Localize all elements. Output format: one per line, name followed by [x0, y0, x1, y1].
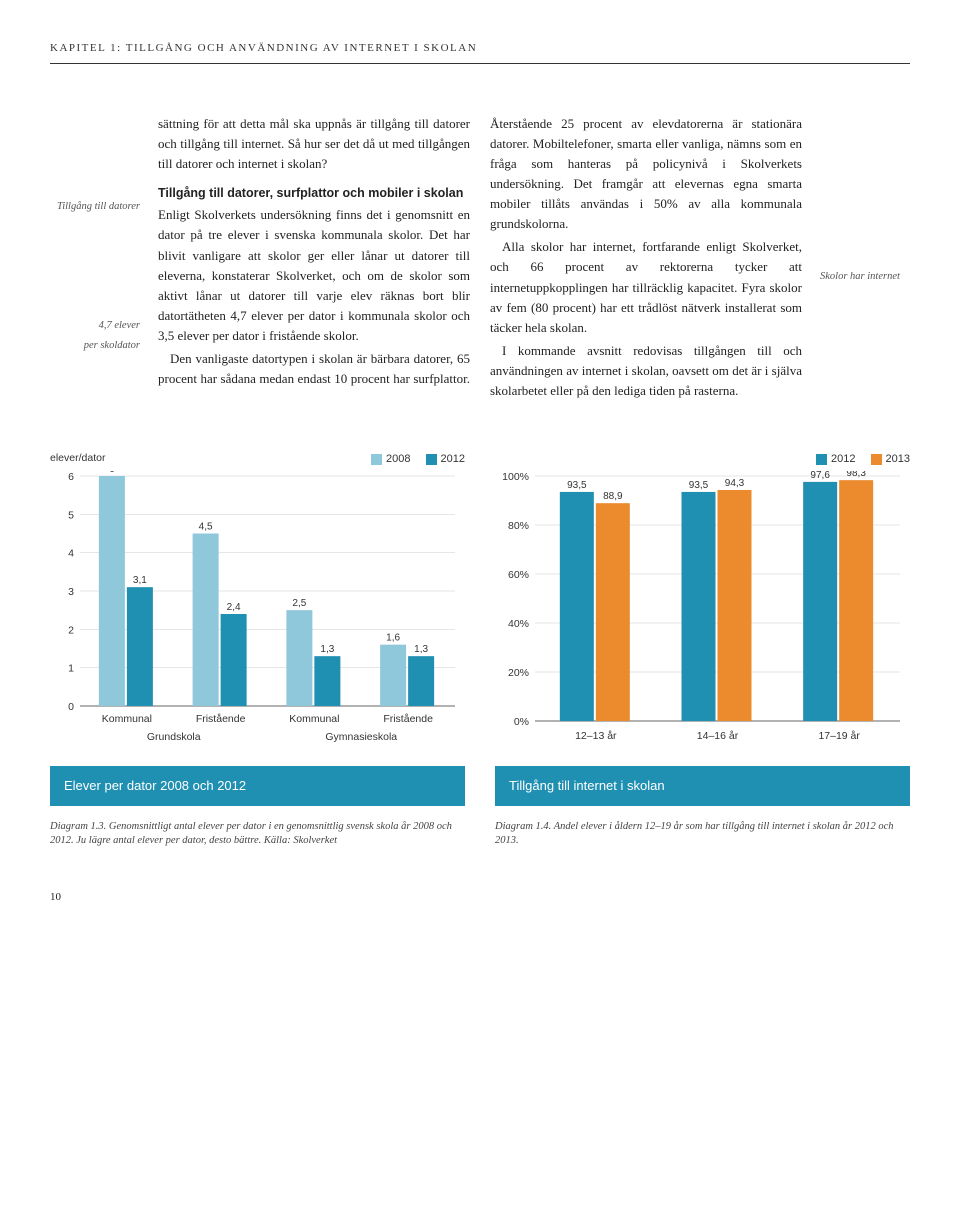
chart-caption: Diagram 1.3. Genomsnittligt antal elever… — [50, 820, 465, 849]
paragraph: Alla skolor har internet, fortfarande en… — [490, 237, 802, 338]
svg-text:94,3: 94,3 — [725, 478, 745, 489]
svg-text:12–13 år: 12–13 år — [575, 730, 617, 742]
margin-note: 4,7 elever — [50, 318, 140, 334]
paragraph: I kommande avsnitt redovisas tillgången … — [490, 341, 802, 401]
legend-label: 2012 — [441, 451, 465, 468]
svg-text:Kommunal: Kommunal — [289, 713, 339, 725]
svg-text:60%: 60% — [508, 569, 529, 581]
chart-title-bar: Elever per dator 2008 och 2012 — [50, 766, 465, 806]
margin-note: Tillgång till datorer — [50, 199, 140, 215]
svg-text:2,4: 2,4 — [227, 602, 241, 613]
svg-text:2,5: 2,5 — [292, 598, 306, 609]
svg-text:6: 6 — [109, 471, 115, 475]
chart-legend: 2008 2012 — [359, 451, 465, 470]
svg-text:80%: 80% — [508, 520, 529, 532]
svg-text:0: 0 — [68, 701, 74, 713]
svg-text:0%: 0% — [514, 716, 529, 728]
text-columns: sättning för att detta mål ska uppnås är… — [158, 114, 802, 402]
svg-text:1,3: 1,3 — [414, 644, 428, 655]
margin-note: per skoldator — [50, 338, 140, 354]
legend-swatch — [871, 454, 882, 465]
svg-text:97,6: 97,6 — [810, 471, 830, 481]
legend-swatch — [426, 454, 437, 465]
legend-label: 2013 — [886, 451, 910, 468]
chapter-header: kapitel 1: tillgång och användning av in… — [50, 40, 910, 64]
svg-text:Fristående: Fristående — [196, 713, 246, 725]
svg-text:6: 6 — [68, 471, 74, 483]
bar-chart-svg: 0 1 2 3 4 5 6 6 3,1 Kommunal 4,5 2,4 Fristående 2,5 1,… — [50, 471, 460, 751]
svg-text:17–19 år: 17–19 år — [818, 730, 860, 742]
body-text-area: Tillgång till datorer 4,7 elever per sko… — [50, 114, 910, 402]
svg-text:Fristående: Fristående — [383, 713, 433, 725]
chart-2: 2012 2013 0% 20% 40% 60% 80% 100% 93,5 88,9 12–1… — [495, 451, 910, 849]
svg-text:93,5: 93,5 — [567, 480, 587, 491]
svg-text:Gymnasieskola: Gymnasieskola — [325, 731, 397, 743]
svg-text:4: 4 — [68, 547, 74, 559]
chart-1: elever/dator 2008 2012 0 1 2 3 4 5 6 6 3,1 Kommun… — [50, 451, 465, 849]
page-number: 10 — [50, 889, 910, 906]
svg-text:4,5: 4,5 — [199, 521, 213, 532]
y-axis-title: elever/dator — [50, 451, 105, 467]
svg-text:93,5: 93,5 — [689, 480, 709, 491]
svg-text:40%: 40% — [508, 618, 529, 630]
legend-swatch — [371, 454, 382, 465]
svg-text:1: 1 — [68, 662, 74, 674]
subheading: Tillgång till datorer, surfplattor och m… — [158, 184, 470, 203]
margin-note: Skolor har internet — [820, 269, 910, 285]
legend-label: 2012 — [831, 451, 855, 468]
svg-text:20%: 20% — [508, 667, 529, 679]
margin-notes-left: Tillgång till datorer 4,7 elever per sko… — [50, 114, 140, 402]
svg-text:14–16 år: 14–16 år — [697, 730, 739, 742]
svg-text:Kommunal: Kommunal — [102, 713, 152, 725]
svg-text:100%: 100% — [502, 471, 529, 483]
svg-text:98,3: 98,3 — [846, 471, 866, 479]
margin-notes-right: Skolor har internet — [820, 114, 910, 402]
legend-label: 2008 — [386, 451, 410, 468]
svg-text:5: 5 — [68, 509, 74, 521]
paragraph: sättning för att detta mål ska uppnås är… — [158, 114, 470, 174]
chart-title-bar: Tillgång till internet i skolan — [495, 766, 910, 806]
legend-swatch — [816, 454, 827, 465]
svg-text:2: 2 — [68, 624, 74, 636]
svg-text:Grundskola: Grundskola — [147, 731, 201, 743]
svg-text:88,9: 88,9 — [603, 491, 623, 502]
paragraph: Enligt Skolverkets undersökning finns de… — [158, 205, 470, 346]
svg-text:3: 3 — [68, 586, 74, 598]
chart-caption: Diagram 1.4. Andel elever i åldern 12–19… — [495, 820, 910, 849]
svg-text:3,1: 3,1 — [133, 575, 147, 586]
svg-text:1,6: 1,6 — [386, 632, 400, 643]
charts-row: elever/dator 2008 2012 0 1 2 3 4 5 6 6 3,1 Kommun… — [50, 451, 910, 849]
bar-chart-svg: 0% 20% 40% 60% 80% 100% 93,5 88,9 12–13 år 93,5 94… — [495, 471, 905, 751]
chart-legend: 2012 2013 — [804, 451, 910, 470]
svg-text:1,3: 1,3 — [320, 644, 334, 655]
